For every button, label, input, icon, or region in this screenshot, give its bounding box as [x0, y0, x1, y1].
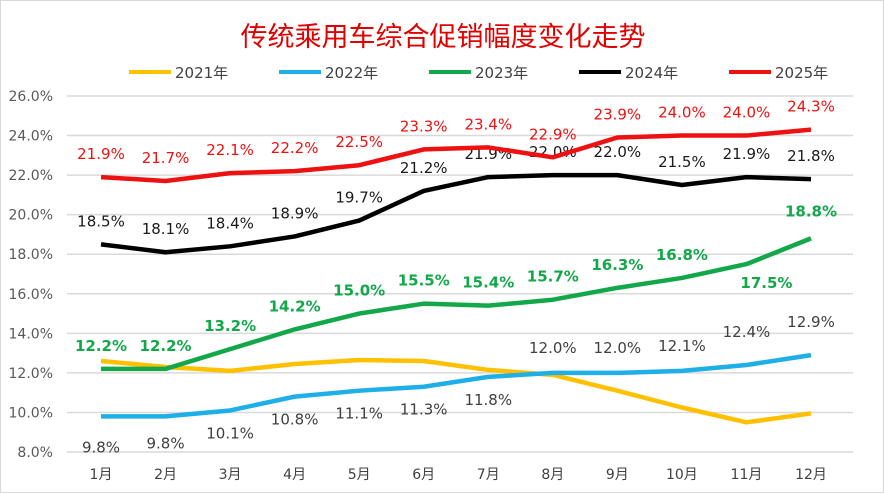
data-label: 24.3%	[787, 98, 835, 116]
y-tick-label: 26.0%	[9, 89, 53, 105]
x-tick-label: 3月	[219, 467, 242, 483]
data-label: 15.4%	[462, 274, 514, 292]
data-label: 14.2%	[269, 297, 321, 315]
data-label: 12.0%	[529, 339, 577, 357]
y-tick-label: 12.0%	[9, 366, 53, 382]
data-label: 13.2%	[204, 317, 256, 335]
y-tick-label: 24.0%	[9, 129, 53, 145]
data-label: 23.4%	[464, 115, 512, 133]
x-tick-label: 11月	[731, 467, 763, 483]
x-tick-label: 1月	[90, 467, 113, 483]
data-label: 15.7%	[527, 268, 579, 286]
data-label: 11.1%	[335, 405, 383, 423]
y-tick-label: 8.0%	[17, 445, 53, 461]
x-tick-label: 7月	[477, 467, 500, 483]
data-label: 16.3%	[591, 256, 643, 274]
data-label: 21.5%	[658, 153, 706, 171]
data-label: 15.5%	[398, 272, 450, 290]
legend-label: 2021年	[175, 64, 228, 82]
data-label: 18.9%	[271, 204, 319, 222]
data-label: 22.9%	[529, 125, 577, 143]
y-tick-label: 16.0%	[9, 287, 53, 303]
data-label: 17.5%	[740, 274, 792, 292]
series-line-2021年	[100, 357, 812, 425]
x-tick-label: 4月	[283, 467, 306, 483]
chart-title: 传统乘用车综合促销幅度变化走势	[240, 22, 646, 53]
x-tick-label: 5月	[348, 467, 371, 483]
data-label: 18.4%	[206, 214, 254, 232]
data-label: 21.8%	[787, 147, 835, 165]
data-label: 21.9%	[723, 145, 771, 163]
series-line-2025年	[100, 127, 812, 184]
y-tick-label: 22.0%	[9, 168, 53, 184]
data-label: 21.2%	[400, 159, 448, 177]
data-label: 21.7%	[142, 149, 190, 167]
legend-label: 2025年	[775, 64, 828, 82]
x-tick-label: 6月	[412, 467, 435, 483]
data-label: 16.8%	[656, 246, 708, 264]
legend-label: 2023年	[475, 64, 528, 82]
data-label: 21.9%	[77, 145, 125, 163]
data-label: 12.9%	[787, 313, 835, 331]
data-label: 22.5%	[335, 133, 383, 151]
data-label: 22.0%	[594, 143, 642, 161]
data-label: 9.8%	[146, 434, 184, 452]
y-tick-label: 18.0%	[9, 247, 53, 263]
data-label: 18.1%	[142, 220, 190, 238]
series-line-2024年	[100, 172, 812, 255]
data-label: 10.1%	[206, 424, 254, 442]
data-label: 15.0%	[333, 282, 385, 300]
y-tick-label: 14.0%	[9, 326, 53, 342]
x-tick-label: 12月	[795, 467, 827, 483]
legend-label: 2024年	[625, 64, 678, 82]
data-label: 18.5%	[77, 212, 125, 230]
x-tick-label: 10月	[666, 467, 698, 483]
y-tick-label: 10.0%	[9, 405, 53, 421]
data-label: 11.3%	[400, 401, 448, 419]
x-tick-label: 2月	[154, 467, 177, 483]
data-label: 22.1%	[206, 141, 254, 159]
data-label: 23.3%	[400, 117, 448, 135]
data-label: 11.8%	[464, 391, 512, 409]
series-line-2023年	[101, 236, 812, 372]
series-line-2022年	[101, 352, 812, 419]
data-label: 18.8%	[785, 202, 837, 220]
data-label: 12.4%	[723, 323, 771, 341]
data-label: 12.0%	[594, 339, 642, 357]
y-tick-label: 20.0%	[9, 208, 53, 224]
data-label: 24.0%	[723, 104, 771, 122]
data-label: 9.8%	[82, 438, 120, 456]
data-label: 12.1%	[658, 337, 706, 355]
data-label: 12.2%	[140, 337, 192, 355]
legend-label: 2022年	[325, 64, 378, 82]
data-label: 22.2%	[271, 139, 319, 157]
data-label: 24.0%	[658, 104, 706, 122]
data-label: 19.7%	[335, 189, 383, 207]
data-label: 10.8%	[271, 411, 319, 429]
x-tick-label: 8月	[541, 467, 564, 483]
data-label: 12.2%	[75, 337, 127, 355]
data-label: 23.9%	[594, 106, 642, 124]
x-tick-label: 9月	[606, 467, 629, 483]
